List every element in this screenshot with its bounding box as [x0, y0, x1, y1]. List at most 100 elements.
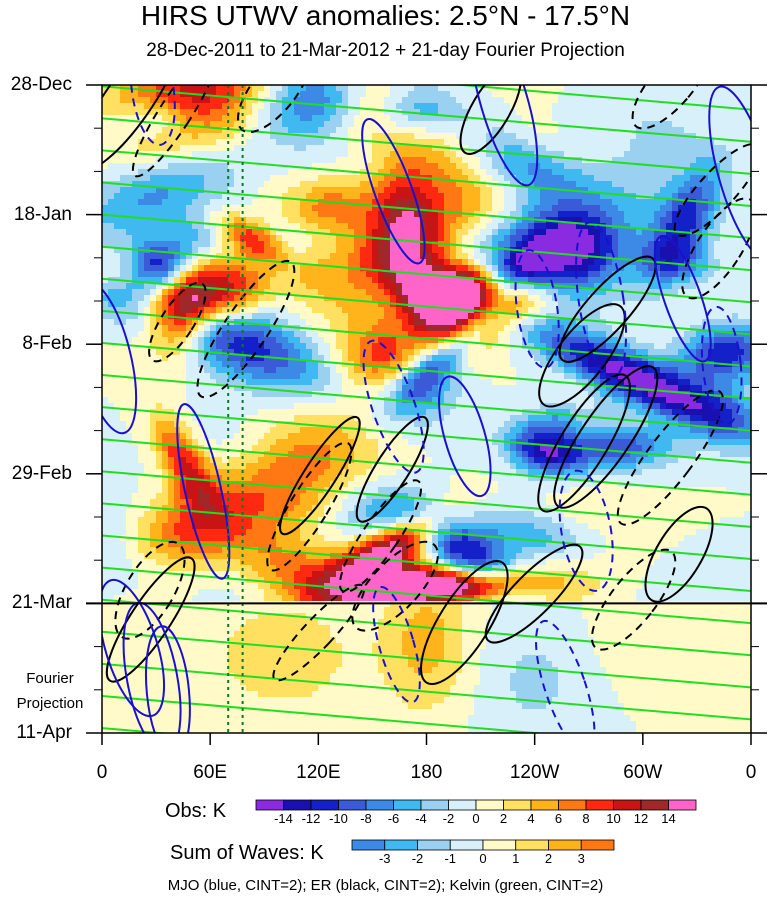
obs-colorbar-tick-label: 10 [606, 811, 621, 826]
kelvin-contour [102, 181, 751, 240]
mjo-contour [145, 625, 191, 733]
y-tick-label: 28-Dec [10, 74, 72, 95]
mjo-contour [361, 118, 426, 265]
kelvin-contour [102, 341, 751, 400]
er-contour [537, 373, 631, 513]
mjo-contour [102, 578, 166, 718]
obs-colorbar-tick-label: 4 [527, 811, 535, 826]
mjo-contour [514, 249, 560, 369]
waves-colorbar-swatch [580, 839, 615, 851]
mjo-contour [535, 619, 596, 733]
er-contour [148, 281, 207, 363]
kelvin-contour [102, 117, 751, 175]
y-tick-label: 11-Apr [16, 722, 72, 743]
chart-title: HIRS UTWV anomalies: 2.5°N - 17.5°N [140, 0, 631, 31]
waves-colorbar-swatch [515, 839, 549, 851]
waves-colorbar-swatch [351, 839, 386, 851]
y-tick-label: 18-Jan [13, 203, 72, 225]
mjo-contour [708, 85, 751, 261]
x-tick-label: 120W [509, 762, 560, 783]
obs-colorbar-tick-label: -8 [360, 811, 372, 826]
mjo-contour [102, 280, 138, 435]
obs-colorbar-swatch [310, 799, 339, 811]
obs-colorbar-swatch [393, 799, 422, 811]
obs-colorbar-tick-label: 2 [499, 811, 508, 826]
y-tick-label: 8-Feb [22, 333, 72, 355]
x-tick-label: 120E [296, 762, 341, 783]
kelvin-contour [102, 245, 751, 304]
mjo-contour [653, 235, 712, 363]
waves-colorbar-swatch [449, 839, 484, 851]
mjo-contour [575, 221, 628, 379]
obs-colorbar-tick-label: -6 [387, 811, 400, 826]
projection-label-line2: Projection [16, 695, 84, 712]
x-tick-label: 0 [745, 762, 757, 783]
er-contour [553, 365, 659, 509]
kelvin-contour [450, 85, 751, 111]
obs-colorbar-swatch [640, 799, 669, 811]
y-tick-label: 21-Mar [11, 592, 72, 614]
kelvin-contour [102, 213, 751, 272]
mjo-contour [700, 305, 743, 425]
x-tick-label: 180 [410, 762, 443, 783]
waves-colorbar-swatch [384, 839, 418, 851]
waves-colorbar-tick-label: -2 [411, 851, 424, 866]
kelvin-contour [102, 277, 751, 336]
obs-colorbar-swatch [338, 799, 367, 811]
er-contour [279, 415, 361, 536]
obs-colorbar-swatch [365, 799, 394, 811]
er-contour [459, 85, 523, 155]
obs-colorbar-tick-label: -12 [301, 811, 321, 826]
y-tick-label: 29-Feb [11, 462, 72, 484]
obs-colorbar-tick-label: -2 [442, 811, 455, 826]
waves-colorbar-tick-label: 1 [512, 851, 520, 866]
er-contour [355, 415, 429, 523]
er-contour [102, 85, 182, 172]
obs-colorbar-tick-label: -10 [329, 811, 348, 826]
obs-colorbar-tick-label: 6 [554, 811, 563, 826]
er-contour [590, 548, 677, 651]
er-contour [266, 441, 353, 572]
obs-colorbar-tick-label: -4 [415, 811, 427, 826]
er-contour [105, 556, 196, 683]
obs-colorbar-swatch [668, 799, 697, 811]
er-contour [484, 543, 584, 644]
er-contour [131, 85, 219, 178]
obs-colorbar-swatch [255, 799, 284, 811]
obs-colorbar-swatch [558, 799, 587, 811]
waves-colorbar-swatch [548, 839, 582, 851]
kelvin-contour [102, 694, 547, 733]
chart-subtitle: 28-Dec-2011 to 21-Mar-2012 + 21-day Four… [146, 40, 625, 61]
er-contour [616, 389, 724, 526]
obs-colorbar-tick-label: 12 [633, 811, 649, 826]
mjo-contour [362, 339, 425, 474]
obs-colorbar-tick-label: 14 [661, 811, 676, 826]
obs-colorbar-tick-label: 0 [472, 811, 480, 826]
kelvin-contour [102, 149, 751, 207]
obs-colorbar-swatch [475, 799, 504, 811]
waves-colorbar-tick-label: -1 [444, 851, 457, 866]
waves-colorbar-swatch [482, 839, 517, 851]
obs-colorbar-swatch [530, 799, 559, 811]
kelvin-contour [102, 598, 751, 657]
kelvin-contour [102, 85, 751, 143]
er-contour [558, 255, 657, 363]
kelvin-contour [102, 566, 751, 625]
kelvin-contour [102, 534, 751, 593]
x-tick-label: 0 [96, 762, 108, 783]
kelvin-contour [102, 502, 751, 560]
x-tick-label: 60W [623, 762, 663, 783]
kelvin-contour [102, 662, 751, 721]
waves-colorbar-label: Sum of Waves: K [170, 842, 324, 864]
projection-label-line1: Fourier [26, 670, 74, 687]
waves-colorbar-swatch [417, 839, 451, 851]
obs-colorbar-tick-label: 8 [582, 811, 590, 826]
obs-colorbar-tick-label: -14 [274, 811, 293, 826]
obs-colorbar-label: Obs: K [165, 800, 227, 822]
er-contour [114, 540, 186, 640]
mjo-contour [129, 85, 176, 146]
waves-colorbar-tick-label: 0 [479, 851, 487, 866]
waves-colorbar-tick-label: 3 [577, 851, 585, 866]
er-contour [673, 142, 751, 237]
